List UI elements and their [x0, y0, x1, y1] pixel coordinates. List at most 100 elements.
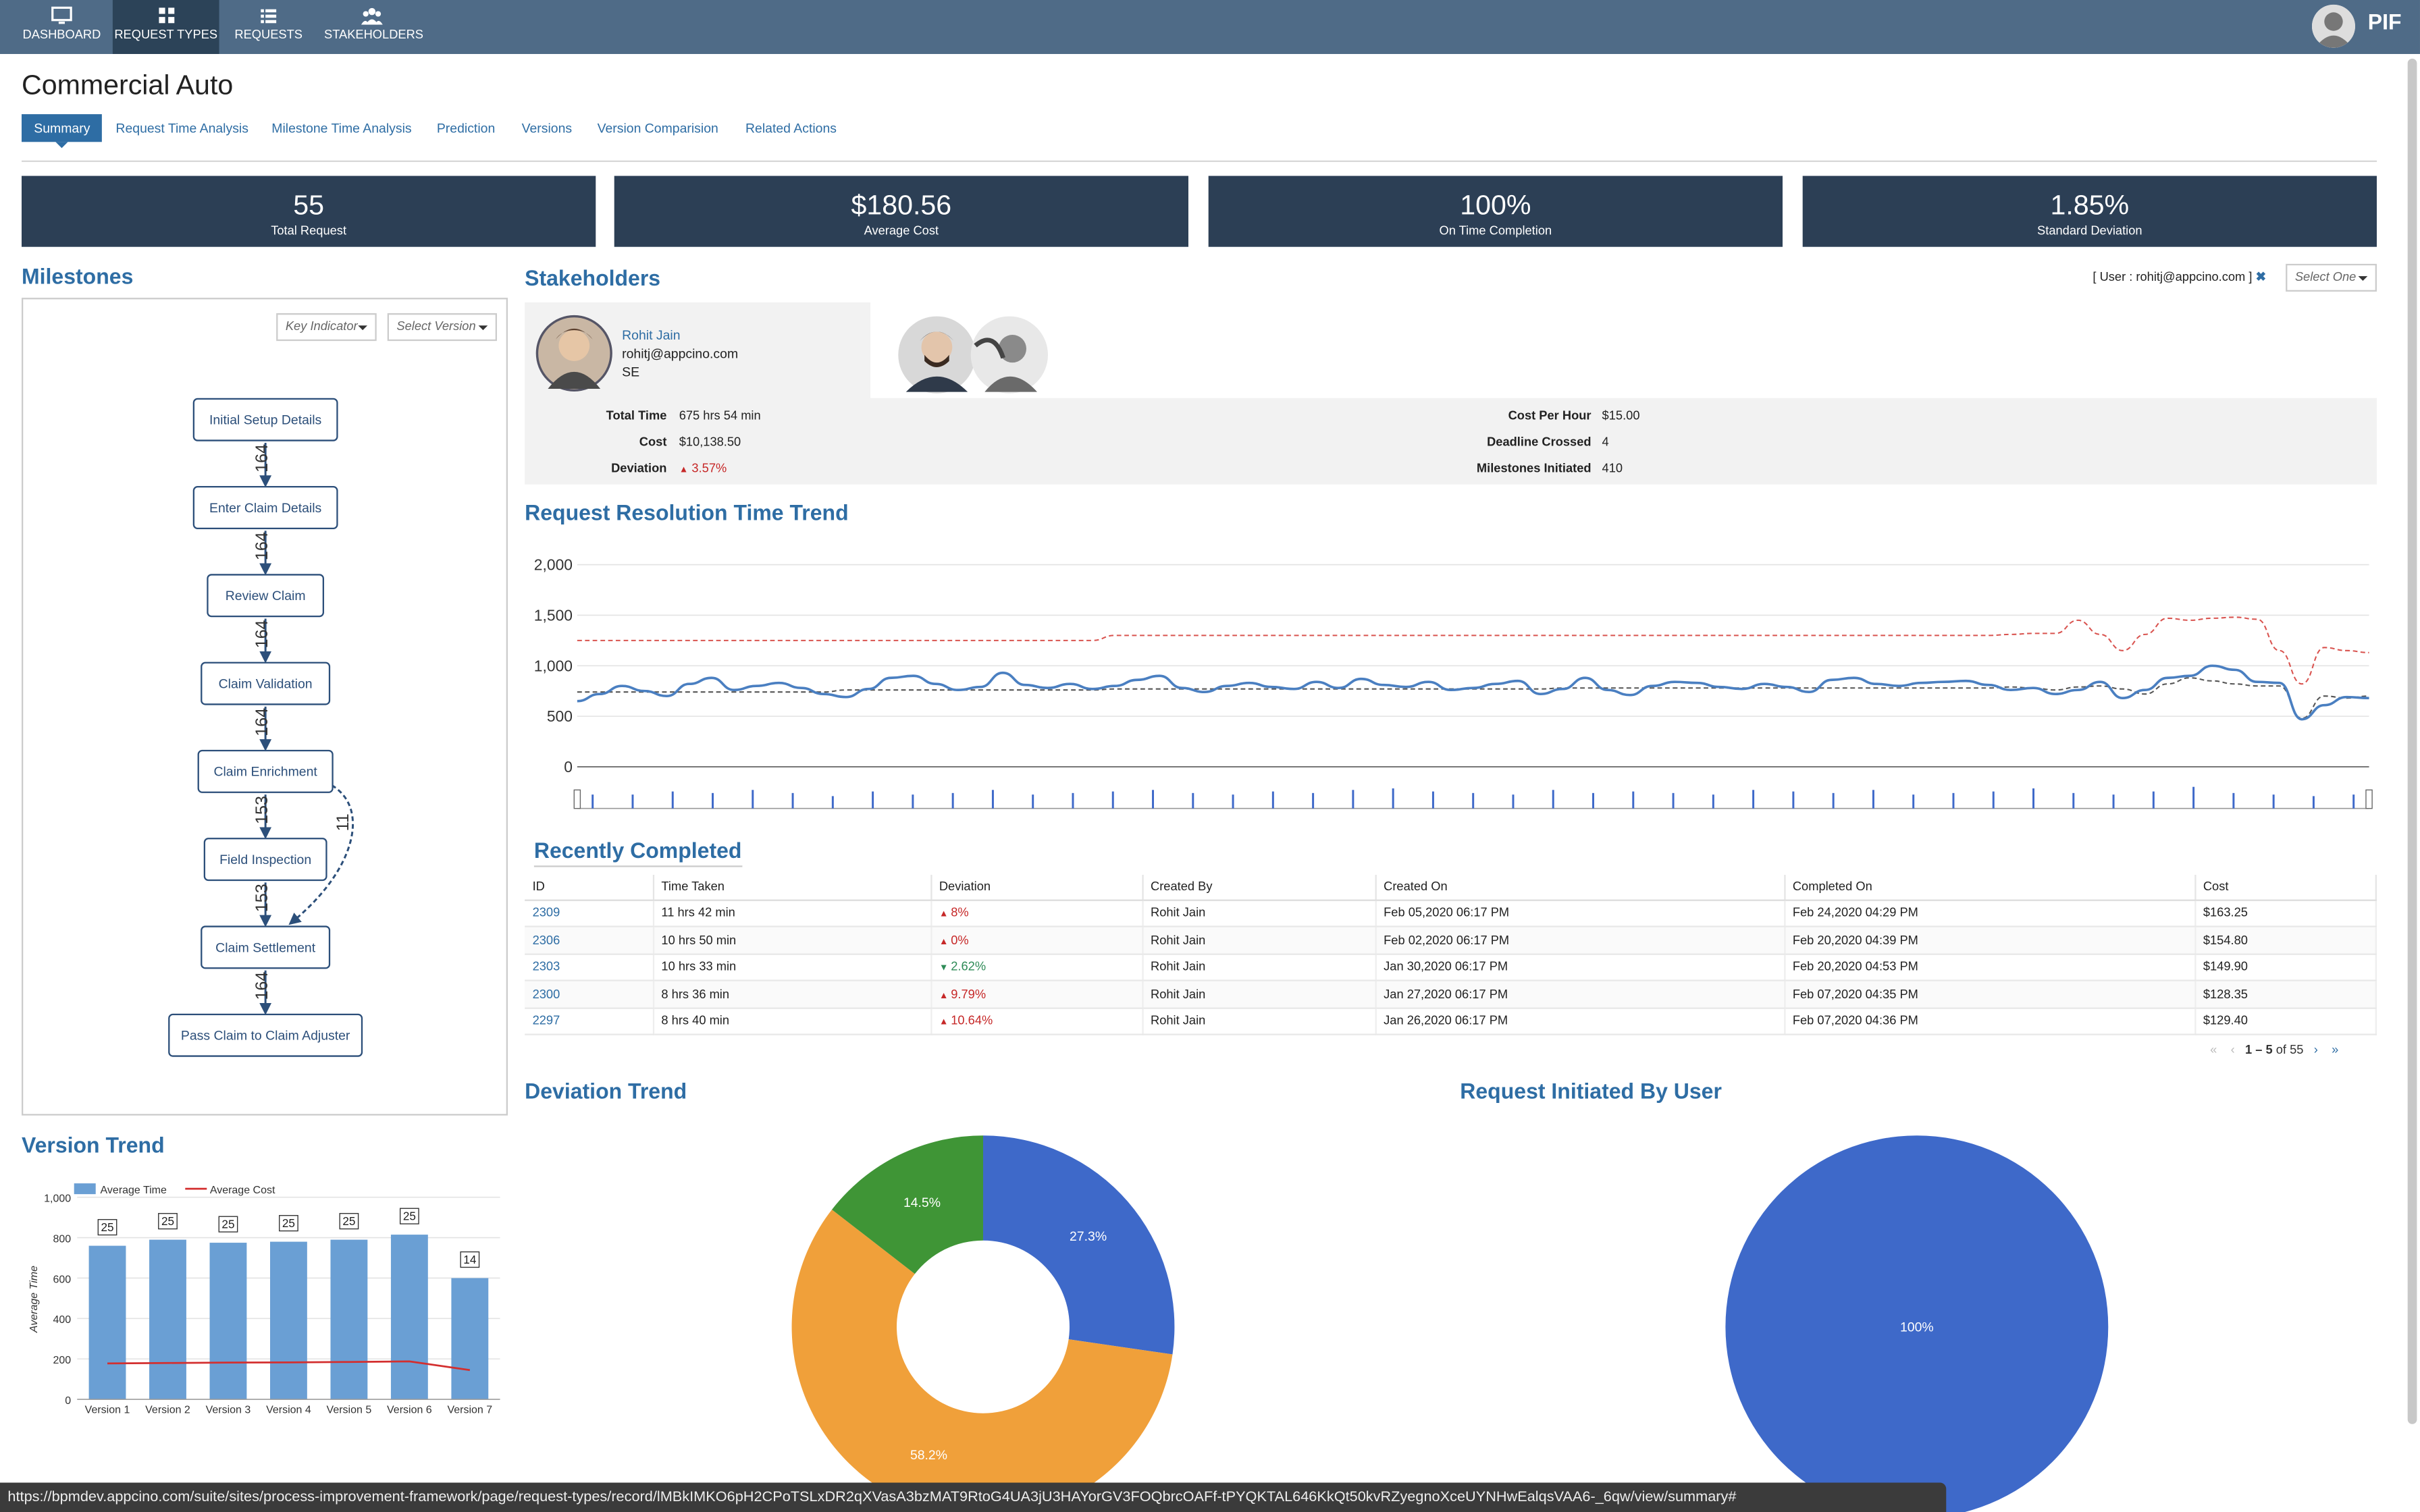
next-page-icon[interactable]: › — [2313, 1043, 2318, 1057]
cell-id[interactable]: 2306 — [525, 926, 654, 954]
stakeholder-name[interactable]: Rohit Jain — [622, 327, 681, 343]
y-tick-label: 400 — [53, 1314, 71, 1326]
nav-dashboard-label: DASHBOARD — [22, 28, 101, 42]
table-row[interactable]: 2306 10 hrs 50 min ▲ 0% Rohit Jain Feb 02,20… — [525, 926, 2377, 954]
y-tick-label: 500 — [547, 707, 573, 725]
data-label: 25 — [403, 1209, 416, 1222]
pie-slice — [982, 1135, 1175, 1355]
col-created-on[interactable]: Created On — [1375, 874, 1785, 900]
cell-time-taken: 10 hrs 33 min — [652, 953, 932, 981]
stakeholder-avatars-area — [870, 302, 2377, 398]
stakeholders-title: Stakeholders — [525, 265, 661, 290]
user-avatar-icon — [2311, 4, 2355, 48]
col-id[interactable]: ID — [525, 874, 654, 900]
cell-cost: $129.40 — [2194, 1007, 2377, 1035]
cell-cost: $154.80 — [2194, 926, 2377, 954]
cell-cost-text: $149.90 — [2203, 960, 2248, 974]
cell-cost-text: $128.35 — [2203, 987, 2248, 1001]
tab-prediction[interactable]: Prediction — [436, 120, 496, 136]
slice-label: 27.3% — [1070, 1229, 1107, 1244]
milestone-review-claim[interactable]: Review Claim — [207, 574, 324, 618]
edge-label: 164 — [253, 532, 272, 561]
col-created-by[interactable]: Created By — [1142, 874, 1376, 900]
cell-id[interactable]: 2309 — [525, 899, 654, 927]
col-time-taken[interactable]: Time Taken — [652, 874, 932, 900]
cell-cost-text: $129.40 — [2203, 1014, 2248, 1028]
milestone-claim-validation[interactable]: Claim Validation — [201, 662, 331, 705]
milestone-claim-settlement[interactable]: Claim Settlement — [201, 925, 331, 969]
stakeholder-photo-3[interactable] — [969, 315, 1049, 395]
milestone-field-inspection[interactable]: Field Inspection — [203, 838, 327, 882]
legend-label: Average Time — [101, 1185, 167, 1196]
key-indicator-select[interactable]: Key Indicator — [276, 313, 377, 342]
x-tick-label: Version 1 — [85, 1405, 130, 1416]
nav-requests[interactable]: REQUESTS — [232, 0, 306, 54]
cell-created-by-text: Rohit Jain — [1150, 1014, 1206, 1028]
cell-deviation: ▲ 9.79% — [930, 980, 1143, 1008]
y-tick-label: 1,000 — [44, 1193, 71, 1205]
nav-stakeholders[interactable]: STAKEHOLDERS — [323, 0, 423, 54]
table-row[interactable]: 2309 11 hrs 42 min ▲ 8% Rohit Jain Feb 05,20… — [525, 899, 2377, 927]
col-deviation[interactable]: Deviation — [930, 874, 1143, 900]
stakeholder-photo-2[interactable] — [897, 315, 977, 395]
col-completed-on[interactable]: Completed On — [1784, 874, 2196, 900]
cell-created-by-text: Rohit Jain — [1150, 933, 1206, 947]
clear-filter-icon[interactable]: ✖ — [2255, 269, 2266, 284]
data-label-box — [218, 1216, 238, 1233]
nav-stakeholders-label: STAKEHOLDERS — [323, 28, 423, 42]
cell-id[interactable]: 2300 — [525, 980, 654, 1008]
user-avatar[interactable] — [2311, 4, 2355, 48]
cell-id-text: 2297 — [532, 1014, 560, 1028]
first-page-icon[interactable]: « — [2210, 1043, 2217, 1057]
cell-time-taken-text: 8 hrs 40 min — [661, 1014, 730, 1028]
nav-requests-label: REQUESTS — [234, 28, 302, 42]
cell-id[interactable]: 2303 — [525, 953, 654, 981]
table-row[interactable]: 2300 8 hrs 36 min ▲ 9.79% Rohit Jain Jan 27,… — [525, 980, 2377, 1008]
milestones-title: Milestones — [21, 263, 134, 289]
milestone-pass-claim-to-claim-adjuster[interactable]: Pass Claim to Claim Adjuster — [168, 1013, 363, 1057]
kpi-total-request: 55 Total Request — [21, 176, 596, 247]
x-tick-label: Version 6 — [387, 1405, 432, 1416]
nav-request-types[interactable]: REQUEST TYPES — [112, 0, 219, 54]
brand-logo: PIF — [2367, 9, 2402, 34]
monitor-icon — [51, 6, 72, 24]
cell-cost-text: $154.80 — [2203, 933, 2248, 947]
x-tick-label: Version 7 — [448, 1405, 493, 1416]
status-bar-url: https://bpmdev.appcino.com/suite/sites/p… — [0, 1482, 1947, 1512]
deadline-crossed-value: 4 — [1602, 435, 1609, 450]
initiated-by-user-pie-chart: 100% — [1725, 1135, 2109, 1512]
data-label: 25 — [161, 1214, 174, 1228]
bar — [209, 1243, 247, 1400]
cell-deviation-text: 2.62% — [951, 960, 987, 974]
table-row[interactable]: 2297 8 hrs 40 min ▲ 10.64% Rohit Jain Jan 26… — [525, 1007, 2377, 1035]
tab-version-comparison[interactable]: Version Comparision — [597, 120, 718, 136]
nav-dashboard[interactable]: DASHBOARD — [18, 0, 105, 54]
milestone-initial-setup-details[interactable]: Initial Setup Details — [192, 398, 338, 441]
tab-request-time-analysis[interactable]: Request Time Analysis — [115, 120, 248, 136]
version-select[interactable]: Select Version — [387, 313, 497, 342]
stakeholder-select[interactable]: Select One — [2286, 263, 2377, 292]
tab-related-actions[interactable]: Related Actions — [745, 120, 837, 136]
cell-deviation: ▼ 2.62% — [930, 953, 1143, 981]
milestone-enter-claim-details[interactable]: Enter Claim Details — [192, 485, 338, 529]
edge-label: 164 — [253, 620, 272, 649]
stakeholder-photo[interactable] — [535, 315, 612, 392]
page-scrollbar[interactable] — [2407, 58, 2417, 1424]
up-arrow-icon: ▲ — [679, 466, 689, 475]
tab-summary[interactable]: Summary — [21, 114, 103, 148]
tab-milestone-time-analysis[interactable]: Milestone Time Analysis — [271, 120, 412, 136]
cell-created-by: Rohit Jain — [1142, 899, 1376, 927]
last-page-icon[interactable]: » — [2332, 1043, 2339, 1057]
down-arrow-icon: ▼ — [939, 965, 951, 974]
cost-per-hour-label: Cost Per Hour — [1508, 408, 1592, 423]
cell-id[interactable]: 2297 — [525, 1007, 654, 1035]
milestone-claim-enrichment[interactable]: Claim Enrichment — [197, 749, 334, 793]
y-tick-label: 1,000 — [534, 657, 573, 674]
cell-time-taken-text: 11 hrs 42 min — [661, 906, 735, 920]
prev-page-icon[interactable]: ‹ — [2230, 1043, 2235, 1057]
deviation-value: ▲ 3.57% — [679, 461, 727, 475]
tab-versions[interactable]: Versions — [521, 120, 573, 136]
col-cost[interactable]: Cost — [2194, 874, 2377, 900]
table-row[interactable]: 2303 10 hrs 33 min ▼ 2.62% Rohit Jain Jan 30… — [525, 953, 2377, 981]
user-filter-text: [ User : rohitj@appcino.com ] — [2093, 269, 2253, 284]
